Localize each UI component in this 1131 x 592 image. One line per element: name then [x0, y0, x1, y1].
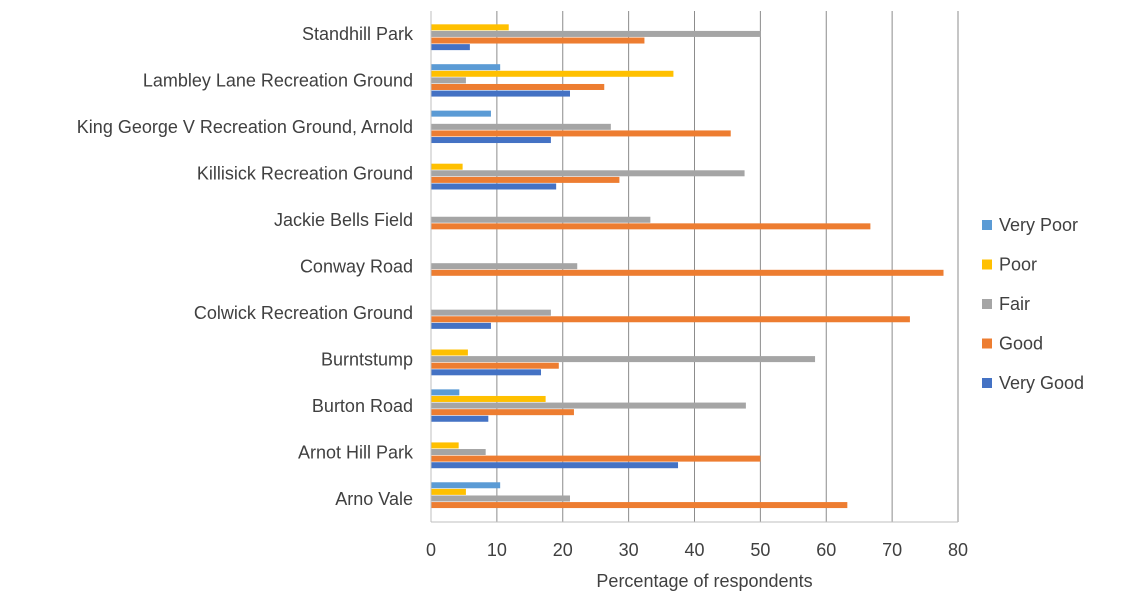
legend-label-very-poor: Very Poor [999, 215, 1078, 235]
category-label: King George V Recreation Ground, Arnold [77, 117, 413, 137]
category-label: Conway Road [300, 257, 413, 277]
bar-fair-0 [431, 30, 761, 37]
bar-poor-7 [431, 349, 468, 356]
bar-very-poor-1 [431, 64, 501, 71]
bar-very-good-3 [431, 183, 557, 190]
legend-label-very-good: Very Good [999, 373, 1084, 393]
bar-very-good-0 [431, 44, 470, 51]
bar-fair-5 [431, 263, 578, 270]
bar-very-poor-8 [431, 389, 460, 396]
legend-label-poor: Poor [999, 255, 1037, 275]
x-tick-label: 70 [882, 540, 902, 560]
bar-very-good-1 [431, 90, 570, 97]
legend-label-fair: Fair [999, 294, 1030, 314]
bar-poor-9 [431, 442, 459, 449]
legend-swatch-fair [982, 299, 992, 309]
bar-very-good-2 [431, 137, 551, 144]
bars [431, 24, 944, 509]
bar-fair-8 [431, 402, 746, 409]
category-label: Arno Vale [335, 489, 413, 509]
bar-poor-8 [431, 395, 546, 402]
bar-fair-3 [431, 170, 745, 177]
bar-fair-1 [431, 77, 466, 84]
category-label: Arnot Hill Park [298, 442, 414, 462]
x-tick-label: 30 [619, 540, 639, 560]
x-tick-label: 10 [487, 540, 507, 560]
x-tick-labels: 0 10 20 30 40 50 60 70 80 [426, 540, 968, 560]
x-tick-label: 40 [684, 540, 704, 560]
bar-fair-9 [431, 449, 486, 456]
category-label: Burntstump [321, 349, 413, 369]
legend-label-good: Good [999, 334, 1043, 354]
x-tick-label: 0 [426, 540, 436, 560]
bar-good-4 [431, 223, 871, 230]
bar-good-3 [431, 176, 620, 183]
bar-good-2 [431, 130, 731, 137]
bar-poor-1 [431, 70, 674, 77]
bar-good-7 [431, 362, 559, 369]
bar-good-5 [431, 269, 944, 276]
bar-good-9 [431, 455, 761, 462]
bar-fair-4 [431, 216, 651, 223]
category-labels: Standhill Park Lambley Lane Recreation Gr… [77, 24, 414, 509]
x-tick-label: 60 [816, 540, 836, 560]
bar-good-6 [431, 316, 910, 323]
category-label: Jackie Bells Field [274, 210, 413, 230]
bar-good-0 [431, 37, 645, 44]
bar-very-good-8 [431, 415, 489, 422]
bar-fair-6 [431, 309, 551, 316]
legend-swatch-good [982, 338, 992, 349]
bar-poor-3 [431, 163, 463, 170]
category-label: Burton Road [312, 396, 413, 416]
legend-swatch-very-good [982, 378, 992, 388]
bar-fair-10 [431, 495, 570, 502]
category-label: Standhill Park [302, 24, 414, 44]
category-label: Lambley Lane Recreation Ground [143, 71, 413, 91]
bar-very-poor-2 [431, 110, 491, 117]
x-tick-label: 80 [948, 540, 968, 560]
bar-poor-0 [431, 24, 509, 31]
bar-poor-10 [431, 488, 466, 495]
legend-swatch-poor [982, 259, 992, 270]
bar-good-8 [431, 409, 574, 416]
category-label: Colwick Recreation Ground [194, 303, 413, 323]
bar-very-good-9 [431, 462, 679, 469]
bar-good-10 [431, 502, 848, 509]
legend-swatch-very-poor [982, 220, 992, 230]
x-tick-label: 20 [553, 540, 573, 560]
category-label: Killisick Recreation Ground [197, 164, 413, 184]
bar-very-good-7 [431, 369, 542, 376]
bar-fair-7 [431, 356, 816, 363]
legend: Very Poor Poor Fair Good Very Good [982, 215, 1084, 393]
bar-fair-2 [431, 123, 611, 130]
bar-very-poor-10 [431, 482, 501, 489]
x-axis-title: Percentage of respondents [596, 571, 812, 591]
x-tick-label: 50 [750, 540, 770, 560]
bar-good-1 [431, 83, 605, 90]
bar-very-good-6 [431, 322, 491, 329]
